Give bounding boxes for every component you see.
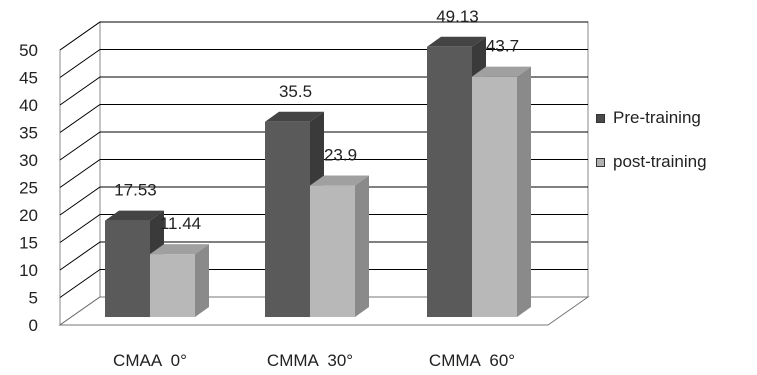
legend-item-post-training: post-training bbox=[596, 150, 756, 174]
y-tick-label: 45 bbox=[19, 69, 38, 88]
x-category-label: CMMA 60° bbox=[429, 351, 515, 370]
x-category-label: CMAA 0° bbox=[113, 351, 187, 370]
y-tick-label: 10 bbox=[19, 261, 38, 280]
gridline bbox=[59, 21, 588, 51]
data-label: 11.44 bbox=[160, 214, 201, 233]
y-axis-ticks: 0 5 10 15 20 25 30 35 40 45 50 bbox=[19, 41, 38, 335]
data-label: 49.13 bbox=[436, 7, 479, 26]
legend: Pre-training post-training bbox=[596, 106, 756, 194]
y-tick-label: 40 bbox=[19, 96, 38, 115]
bar-post-training-side bbox=[517, 66, 531, 318]
x-category-label: CMMA 30° bbox=[267, 351, 353, 370]
bar-post-training bbox=[150, 254, 195, 317]
bar-pre-training bbox=[427, 46, 472, 317]
legend-label-pre-training: Pre-training bbox=[613, 108, 701, 127]
y-tick-label: 30 bbox=[19, 151, 38, 170]
bar-post-training-top bbox=[150, 244, 209, 255]
bar-pre-training-top bbox=[427, 36, 486, 47]
bar-pre-training bbox=[265, 121, 310, 317]
gridline bbox=[59, 269, 588, 298]
y-tick-label: 15 bbox=[19, 234, 38, 253]
gridline bbox=[59, 76, 588, 106]
legend-label-post-training: post-training bbox=[613, 152, 707, 171]
bar-pre-training-top bbox=[265, 111, 324, 122]
y-tick-label: 5 bbox=[29, 289, 38, 308]
gridline bbox=[59, 131, 588, 161]
y-tick-label: 25 bbox=[19, 179, 38, 198]
bar-post-training-side bbox=[355, 175, 369, 317]
y-tick-label: 35 bbox=[19, 124, 38, 143]
x-axis-categories: CMAA 0° CMMA 30° CMMA 60° bbox=[113, 351, 515, 370]
bar-pre-training-top bbox=[105, 210, 164, 221]
y-tick-label: 50 bbox=[19, 41, 38, 60]
y-tick-label: 0 bbox=[29, 316, 38, 335]
bar-pre-training bbox=[105, 220, 150, 317]
data-label: 17.53 bbox=[114, 181, 157, 200]
bar-post-training-top bbox=[310, 175, 369, 186]
legend-swatch-post-training bbox=[596, 157, 605, 167]
data-label: 35.5 bbox=[279, 82, 312, 101]
gridline bbox=[59, 49, 588, 78]
bars bbox=[105, 36, 531, 318]
gridline bbox=[59, 241, 588, 271]
gridline bbox=[59, 159, 588, 188]
data-label: 23.9 bbox=[324, 146, 357, 165]
legend-item-pre-training: Pre-training bbox=[596, 106, 756, 130]
bar-post-training-top bbox=[472, 66, 531, 77]
gridline bbox=[59, 104, 588, 133]
bar-post-training bbox=[472, 76, 517, 318]
bar-post-training bbox=[310, 185, 355, 317]
gridline bbox=[59, 214, 588, 243]
y-tick-label: 20 bbox=[19, 206, 38, 225]
legend-swatch-pre-training bbox=[596, 113, 605, 123]
data-label: 43.7 bbox=[486, 37, 519, 56]
gridline bbox=[59, 186, 588, 216]
bar-post-training-side bbox=[195, 244, 209, 317]
